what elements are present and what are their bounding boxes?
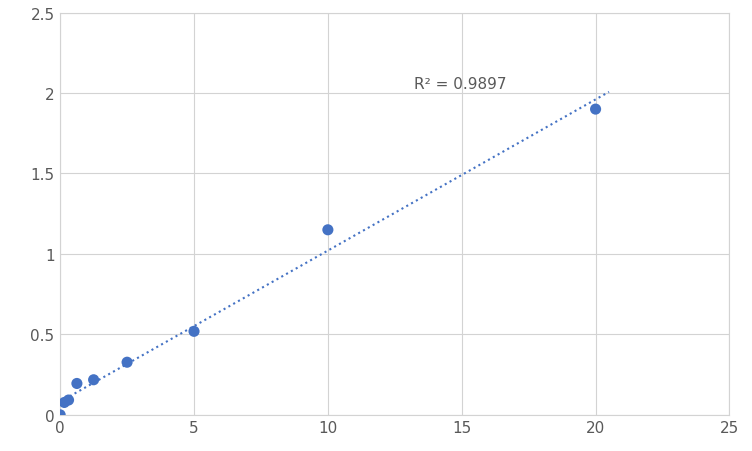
Point [59, 399, 71, 406]
Point [62, 396, 74, 404]
Point [54, 411, 66, 419]
Point [71, 380, 83, 387]
Point [322, 227, 334, 234]
Point [121, 359, 133, 366]
Text: R² = 0.9897: R² = 0.9897 [414, 77, 506, 92]
Point [590, 106, 602, 114]
Point [87, 376, 99, 383]
Point [188, 328, 200, 335]
